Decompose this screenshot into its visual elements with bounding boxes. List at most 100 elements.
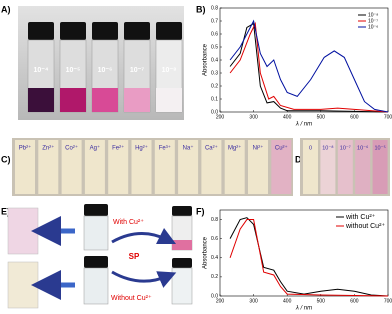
legend-label: without Cu²⁺ xyxy=(345,223,385,230)
strip xyxy=(224,140,245,194)
vials xyxy=(27,22,183,113)
series-line xyxy=(229,217,389,297)
strip xyxy=(84,140,105,194)
legend-label: 10⁻⁶ xyxy=(368,24,378,30)
legend-label: 10⁻⁷ xyxy=(368,18,378,24)
y-tick-label: 0.4 xyxy=(211,57,218,63)
panel-label: C) xyxy=(1,154,11,164)
x-tick-label: 200 xyxy=(216,298,225,304)
strip-label: 10⁻⁷ xyxy=(340,144,351,151)
x-tick-label: 700 xyxy=(384,114,392,120)
y-tick-label: 0.3 xyxy=(211,70,218,76)
panel-label: E) xyxy=(1,206,10,216)
strip-label: 10⁻⁸ xyxy=(322,144,333,151)
strip-label: Zn²⁺ xyxy=(42,145,54,152)
strip xyxy=(178,140,199,194)
legend-label: with Cu²⁺ xyxy=(345,214,376,221)
x-tick-label: 400 xyxy=(283,114,292,120)
vial-label: 10⁻⁸ xyxy=(162,67,177,74)
vial-label: 10⁻⁷ xyxy=(130,67,144,74)
y-tick-label: 0.8 xyxy=(211,5,218,11)
strip xyxy=(201,140,222,194)
condition-label: Without Cu²⁺ xyxy=(111,295,152,302)
strip-label: Cu²⁺ xyxy=(275,145,288,152)
strip-label: 0 xyxy=(309,145,312,151)
x-tick-label: 600 xyxy=(350,298,359,304)
x-tick-label: 300 xyxy=(249,298,258,304)
vial-label: 10⁻⁴ xyxy=(34,67,49,74)
strip xyxy=(271,140,292,194)
plot-frame xyxy=(219,7,389,113)
strip-label: Fe²⁺ xyxy=(112,145,124,152)
panel-label: B) xyxy=(196,4,206,14)
y-tick-label: 0.8 xyxy=(211,217,218,223)
strip-label: Ag⁺ xyxy=(90,145,101,152)
y-tick-label: 0.0 xyxy=(211,293,218,299)
probe-label: SP xyxy=(129,252,140,261)
x-tick-label: 700 xyxy=(384,298,392,304)
x-tick-label: 300 xyxy=(249,114,258,120)
vial xyxy=(171,258,193,305)
strip-label: Mg²⁺ xyxy=(228,145,242,152)
y-axis-label: Absorbance xyxy=(203,43,209,76)
panel-label: A) xyxy=(1,4,11,14)
strip xyxy=(38,140,59,194)
strip xyxy=(7,207,39,255)
strip xyxy=(15,140,35,194)
arrow xyxy=(111,270,177,288)
x-axis-label: λ / nm xyxy=(295,122,312,128)
condition-label: With Cu²⁺ xyxy=(113,219,144,226)
y-tick-label: 0.7 xyxy=(211,18,218,24)
arrow xyxy=(111,227,177,245)
y-tick-label: 0.2 xyxy=(211,83,218,89)
strip-label: Fe³⁺ xyxy=(159,145,171,152)
strip xyxy=(108,140,129,194)
strip xyxy=(303,140,318,194)
x-tick-label: 400 xyxy=(283,298,292,304)
strip-label: Co²⁺ xyxy=(65,145,78,152)
strips: 0 10⁻⁸ 10⁻⁷ 10⁻⁶ 10⁻⁵ xyxy=(303,140,388,194)
strip xyxy=(61,140,82,194)
strip xyxy=(131,140,152,194)
y-axis-label: Absorbance xyxy=(203,236,209,269)
plot-frame xyxy=(219,209,389,297)
strip xyxy=(337,140,353,194)
strip xyxy=(320,140,336,194)
series-line xyxy=(229,22,389,113)
strip xyxy=(154,140,175,194)
x-tick-label: 500 xyxy=(317,114,326,120)
vial-label: 10⁻⁶ xyxy=(98,67,113,74)
legend-label: 10⁻⁸ xyxy=(368,12,378,18)
strip-label: Hg²⁺ xyxy=(135,145,148,152)
x-axis-label: λ / nm xyxy=(295,306,312,312)
x-tick-label: 600 xyxy=(350,114,359,120)
strip xyxy=(355,140,371,194)
photo xyxy=(12,138,293,196)
strip xyxy=(7,261,39,309)
strip-label: Pb²⁺ xyxy=(19,145,32,152)
strips: Pb²⁺ Zn²⁺ Co²⁺ Ag⁺ Fe²⁺ Hg²⁺ Fe³⁺ Na⁺ Ca²⁺ Mg²⁺ Ni… xyxy=(15,140,292,194)
vial-label: 10⁻⁵ xyxy=(66,67,81,74)
y-tick-label: 0.1 xyxy=(211,96,218,102)
panel-label: F) xyxy=(196,206,205,216)
y-tick-label: 0.2 xyxy=(211,274,218,280)
series-line xyxy=(229,219,389,297)
y-tick-label: 0.4 xyxy=(211,255,218,261)
y-tick-label: 0.5 xyxy=(211,44,218,50)
y-tick-label: 0.6 xyxy=(211,31,218,37)
vial xyxy=(83,256,109,305)
vial xyxy=(83,204,109,251)
series-line xyxy=(229,21,389,113)
y-tick-label: 0.0 xyxy=(211,109,218,115)
strip-label: 10⁻⁵ xyxy=(374,144,385,151)
x-tick-label: 200 xyxy=(216,114,225,120)
vial xyxy=(171,206,193,251)
y-tick-label: 0.6 xyxy=(211,236,218,242)
strip xyxy=(372,140,388,194)
strip-label: 10⁻⁶ xyxy=(357,144,368,151)
strip-label: Ca²⁺ xyxy=(205,145,218,152)
strip-label: Na⁺ xyxy=(183,145,194,152)
strip xyxy=(248,140,268,194)
series-line xyxy=(229,19,389,113)
